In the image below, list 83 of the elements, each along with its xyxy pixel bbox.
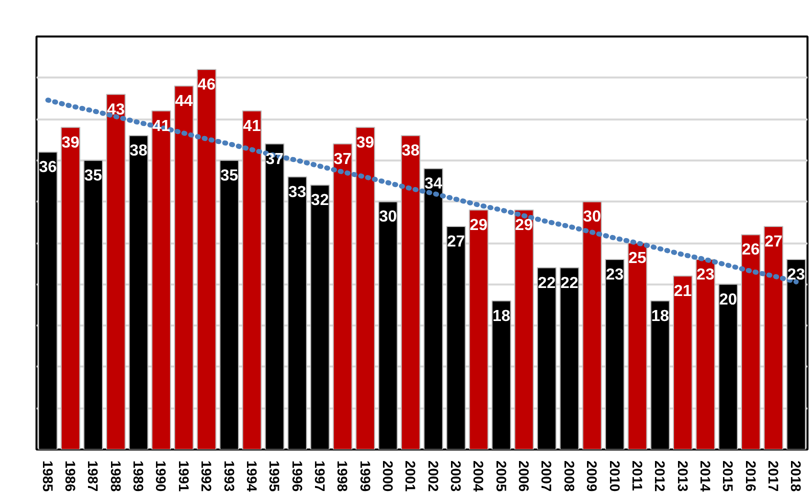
bar	[60, 126, 80, 450]
x-tick-label: 2007	[538, 460, 555, 492]
bar	[764, 226, 784, 450]
data-label: 22	[560, 274, 578, 292]
bar	[696, 259, 716, 450]
data-label: 41	[243, 118, 261, 135]
x-tick-label: 1995	[266, 460, 283, 492]
data-label: 43	[106, 101, 125, 118]
data-label: 29	[515, 216, 534, 234]
x-tick-label: 2005	[493, 460, 510, 492]
data-label: 29	[470, 216, 488, 234]
data-label: 22	[538, 274, 556, 292]
x-tick-label: 1987	[85, 460, 102, 492]
data-label: 46	[198, 76, 216, 94]
x-tick-label: 2016	[742, 460, 759, 492]
x-tick-label: 2012	[652, 460, 668, 492]
x-tick-label: 2008	[561, 460, 578, 492]
bar	[468, 209, 488, 450]
data-label: 32	[311, 192, 329, 210]
data-label: 23	[606, 266, 624, 284]
data-label: 18	[651, 308, 670, 325]
x-tick-label: 2000	[380, 460, 396, 492]
data-label: 39	[62, 134, 80, 152]
x-tick-label: 2013	[674, 460, 691, 492]
data-label: 38	[130, 142, 148, 160]
bar	[151, 110, 172, 450]
data-label: 37	[334, 150, 352, 168]
x-tick-label: 1993	[221, 460, 238, 492]
data-label: 39	[356, 134, 374, 152]
bar	[672, 276, 693, 450]
x-tick-label: 1985	[40, 460, 56, 492]
x-tick-label: 1992	[198, 460, 215, 492]
x-tick-label: 2004	[470, 460, 487, 492]
x-tick-label: 2003	[448, 460, 464, 492]
data-label: 36	[38, 159, 57, 176]
data-label: 35	[220, 167, 238, 184]
data-label: 33	[288, 184, 306, 201]
x-tick-label: 2014	[697, 460, 714, 492]
bar	[242, 110, 262, 450]
x-tick-label: 2006	[516, 460, 532, 492]
bar	[356, 126, 376, 450]
data-label: 18	[492, 308, 510, 325]
data-label: 20	[719, 291, 738, 308]
data-label: 30	[583, 208, 602, 226]
bar	[174, 86, 194, 450]
x-tick-label: 1990	[153, 460, 170, 492]
bar	[332, 143, 352, 450]
data-label: 23	[787, 266, 806, 284]
x-tick-label: 2011	[629, 460, 646, 492]
bar	[582, 201, 602, 450]
bar	[196, 69, 216, 450]
x-tick-label: 2001	[402, 460, 419, 492]
x-tick-label: 1989	[130, 460, 147, 492]
bar	[628, 242, 648, 450]
x-tick-label: 1986	[62, 460, 79, 492]
x-tick-label: 2010	[606, 460, 623, 492]
data-label: 26	[742, 242, 760, 259]
x-tick-label: 2017	[765, 460, 782, 492]
bar	[741, 234, 761, 450]
x-tick-label: 2018	[788, 460, 804, 492]
x-tick-label: 1994	[244, 460, 260, 492]
x-tick-label: 1997	[312, 460, 328, 492]
data-label: 35	[84, 167, 102, 184]
data-label: 27	[447, 233, 466, 250]
data-label: 23	[696, 266, 714, 284]
data-label: 25	[628, 250, 646, 267]
x-tick-label: 2009	[584, 460, 600, 492]
x-tick-label: 2015	[720, 460, 736, 492]
data-label: 44	[175, 93, 193, 110]
data-label: 27	[764, 233, 782, 250]
bar	[514, 209, 534, 450]
x-tick-label: 2002	[425, 460, 442, 492]
x-tick-label: 1991	[176, 460, 192, 492]
x-tick-label: 1999	[357, 460, 374, 492]
data-label: 34	[424, 176, 442, 193]
x-tick-label: 1988	[108, 460, 124, 492]
data-label: 38	[402, 142, 420, 160]
x-tick-label: 1996	[289, 460, 306, 492]
data-label: 21	[674, 283, 692, 300]
data-label: 30	[379, 208, 397, 226]
x-tick-label: 1998	[334, 460, 351, 492]
bar	[106, 94, 126, 450]
bar	[400, 135, 420, 450]
